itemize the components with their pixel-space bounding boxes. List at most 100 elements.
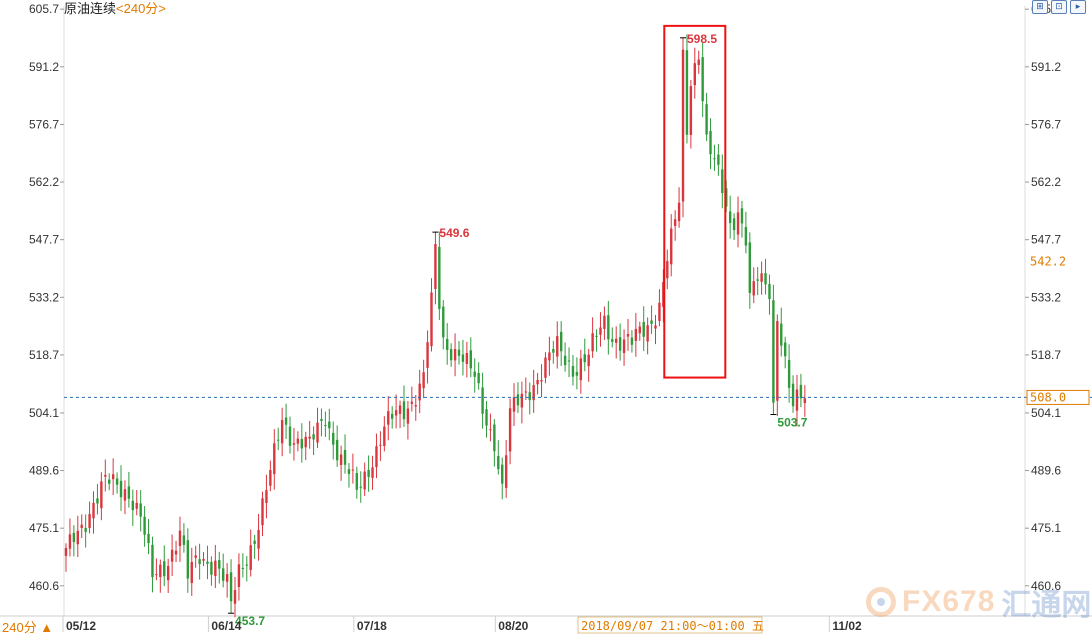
candle-body [64,547,68,556]
candle-body [363,471,366,490]
candle-body [528,392,531,401]
candle [449,343,453,367]
candle-body [449,349,453,361]
chart-title: 原油连续<240分> [64,0,166,17]
candle-body [709,130,712,155]
candle-body [508,408,512,452]
kline-chart-icon[interactable]: ⊞ [1032,0,1048,14]
candle [406,401,410,440]
line-chart-icon[interactable]: ⊡ [1051,0,1067,14]
candle-body [335,439,339,461]
overlay-layer: 508.0 542.2 453.7 549.6 598.5 503.7 [64,24,1092,628]
candle-body [489,429,492,431]
candle [347,463,351,488]
candle [670,214,673,277]
candle [394,394,398,429]
candle [206,545,209,580]
candle [512,383,516,426]
candle-body [143,516,146,535]
candle-body [394,410,398,416]
candle [296,431,300,452]
candle [308,420,311,449]
candle-body [516,394,520,406]
candle-body [100,481,103,509]
period-label[interactable]: <240分> [116,1,166,16]
candle-body [418,383,421,401]
candle-body [371,467,374,478]
candle-body [222,568,225,581]
candle [123,480,127,515]
candle [611,327,614,348]
candle-body [383,426,386,447]
candle [335,425,339,467]
candle [434,232,437,305]
candle-body [646,325,649,342]
candle-body [618,337,622,351]
period-selector[interactable]: 240分 ▲ [2,620,54,635]
candle [351,453,355,484]
candle-body [764,273,767,285]
candle-layer [64,34,807,618]
candle-body [84,528,87,532]
candle [398,400,402,429]
y-tick-label-right: 591.2 [1031,60,1061,74]
candle-body [379,444,382,446]
candle-body [202,558,205,561]
candle-body [677,202,681,222]
candle [265,474,268,519]
candle-body [622,339,626,353]
y-tick-label-left: 562.2 [29,175,59,189]
chart-toolbar: ⊞ ⊡ ▸ [1032,0,1086,14]
candle [359,471,362,503]
candle-body [229,572,233,602]
candle-body [532,385,535,401]
candle [713,144,716,171]
candle-body [481,387,484,414]
candle-body [390,413,394,419]
candle-body [485,409,488,426]
candle [532,369,535,413]
candle-body [218,560,221,569]
candle [339,445,343,481]
candle [607,300,610,355]
candle [68,518,72,557]
candle [115,472,119,494]
candle [591,317,594,358]
candle [485,401,488,438]
y-tick-label-right: 576.7 [1031,117,1061,131]
extreme-annotation: 503.7 [770,414,808,430]
candle-body [540,380,543,382]
candle-body [744,227,748,246]
candle [646,317,649,355]
candle-body [76,530,79,545]
candle [280,407,284,457]
candle [583,338,586,372]
candle [615,326,618,359]
candle [756,267,759,296]
candle-body [402,401,406,420]
candle [422,359,425,399]
candle-body [772,300,775,403]
scroll-right-icon[interactable]: ▸ [1070,0,1086,14]
candle-body [673,219,677,226]
candle [524,377,528,401]
candle-body [634,328,638,341]
extreme-label: 453.7 [235,614,265,628]
candle-body [567,360,571,362]
candle-body [579,358,583,381]
candle-body [308,436,311,439]
candle [556,321,559,369]
candle [343,434,347,474]
candle [697,50,700,74]
candle-body [658,302,661,321]
candle [721,154,724,209]
candle [563,342,567,372]
candle [379,431,382,462]
candle-body [182,535,186,545]
candle-body [630,337,634,345]
y-tick-label-right: 562.2 [1031,175,1061,189]
extreme-label: 549.6 [439,226,469,240]
candle [304,431,307,461]
candle-body [689,86,693,135]
